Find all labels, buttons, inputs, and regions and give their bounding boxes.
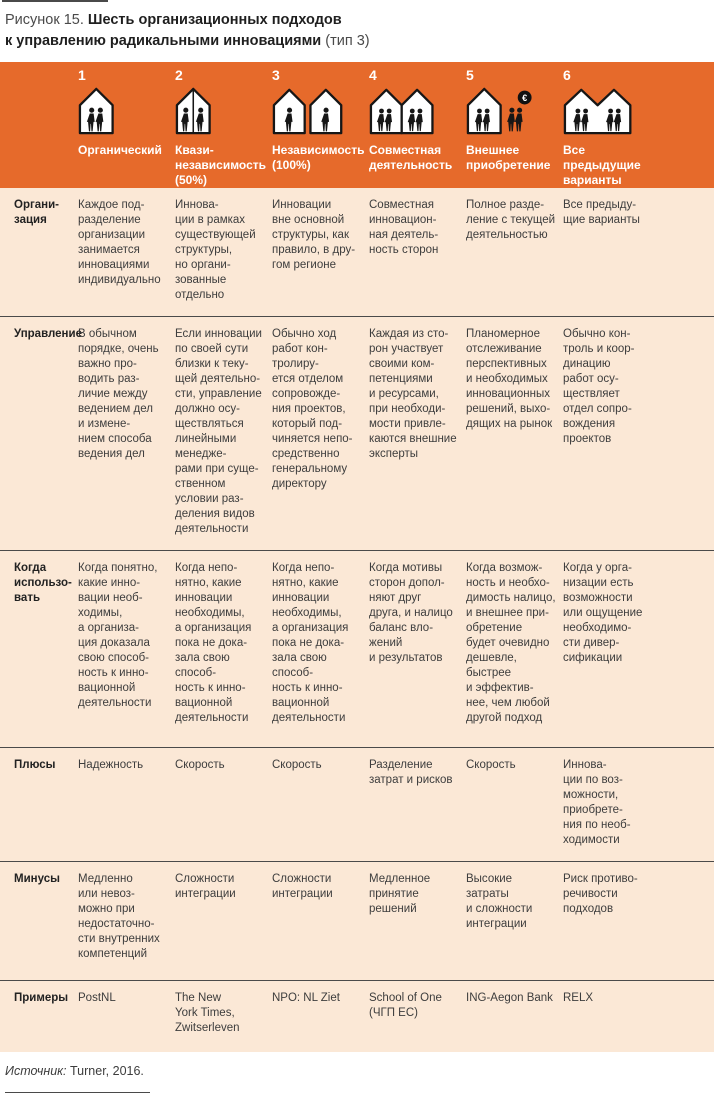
table-cell: Скорость [175,759,225,771]
joined-houses-icon [369,86,458,136]
column-number: 4 [369,67,377,83]
currency-badge [517,90,532,105]
caption-type-note: (тип 3) [321,33,370,49]
table-cell: Когда мотивы сторон допол- няют друг дру… [369,562,453,664]
table-cell: Каждое под- разделение организации заним… [78,199,161,286]
table-cell: School of One (ЧГП ЕС) [369,992,442,1019]
row-label: Управление [14,328,82,340]
table-cell: Когда непо- нятно, какие инновации необх… [175,562,252,724]
column-header-independent: 3 Независимость (100%) [272,67,369,188]
table-cell: Планомерное отслеживание перспективных и… [466,328,553,430]
footnote-rule [5,1092,150,1093]
figure-caption: Рисунок 15. Шесть организационных подход… [5,10,370,52]
table-cell: Медленно или невоз- можно при недостаточ… [78,873,160,960]
column-header-organic: 1 Органический [78,67,175,188]
table-cell: Разделение затрат и рисков [369,759,453,786]
table-row-management: Управление В обычном порядке, очень важн… [0,316,714,550]
column-label: Независимость (100%) [272,143,365,172]
table-cell: ING-Aegon Bank [466,992,553,1004]
table-cell: Иннова- ции в рамках существующей структ… [175,199,256,301]
table-cell: Когда возмож- ность и необхо- димость на… [466,562,556,724]
table-header: 1 Органический 2 [0,62,714,188]
table-cell: Все предыду- щие варианты [563,199,640,226]
table-cell: Когда понятно, какие инно- вации необ- х… [78,562,158,709]
euro-glyph: € [522,93,527,103]
table-row-cons: Минусы Медленно или невоз- можно при нед… [0,861,714,980]
row-label: Примеры [14,992,69,1004]
table-cell: Если инновации по своей сути близки к те… [175,328,262,535]
table-cell: В обычном порядке, очень важно про- води… [78,328,159,460]
table-cell: PostNL [78,992,116,1004]
table-row-pros: Плюсы Надежность Скорость Скорость Разде… [0,747,714,861]
caption-prefix: Рисунок 15. [5,12,88,28]
column-label: Внешнее приобретение [466,143,551,172]
column-number: 1 [78,67,86,83]
column-label: Органический [78,143,162,157]
table-cell: Обычно ход работ кон- тролиру- ется отде… [272,328,353,490]
table-cell: Сложности интеграции [175,873,236,900]
table-row-examples: Примеры PostNL The New York Times, Zwits… [0,980,714,1052]
column-number: 3 [272,67,280,83]
table-cell: The New York Times, Zwitserleven [175,992,240,1034]
table-cell: Совместная инновацион- ная деятель- ност… [369,199,439,256]
divided-house-icon [175,86,264,136]
table-cell: Инновации вне основной структуры, как пр… [272,199,356,271]
header-spacer [14,67,78,188]
column-label: Все предыдущие варианты [563,143,641,187]
house-two-people-icon [78,86,167,136]
table-cell: Каждая из сто- рон участвует своими ком-… [369,328,457,460]
table-cell: Скорость [272,759,322,771]
table-cell: Высокие затраты и сложности интеграции [466,873,533,930]
source-text: Turner, 2016. [66,1064,144,1078]
table-cell: Иннова- ции по воз- можности, приобрете-… [563,759,631,846]
row-label: Плюсы [14,759,56,771]
table-cell: Медленное принятие решений [369,873,431,915]
table-cell: NPO: NL Ziet [272,992,340,1004]
table-row-when-to-use: Когда использо- вать Когда понятно, каки… [0,550,714,747]
table-cell: Сложности интеграции [272,873,333,900]
column-header-quasi: 2 Квази- независимость (50%) [175,67,272,188]
table-cell: Когда непо- нятно, какие инновации необх… [272,562,349,724]
column-header-all-variants: 6 Все предыдущие варианты [563,67,660,188]
table-cell: Риск противо- речивости подходов [563,873,638,915]
house-external-money-icon: € [466,86,555,136]
approaches-table: 1 Органический 2 [0,62,714,1052]
top-rule [2,0,108,2]
column-number: 6 [563,67,571,83]
source-note: Источник: Turner, 2016. [5,1064,144,1078]
table-cell: Когда у орга- низации есть возможности и… [563,562,643,664]
table-cell: Скорость [466,759,516,771]
column-header-joint: 4 Совместная деятельность [369,67,466,188]
row-label: Минусы [14,873,60,885]
table-cell: RELX [563,992,594,1004]
row-label: Органи- зация [14,199,60,226]
source-label: Источник: [5,1064,67,1078]
column-label: Совместная деятельность [369,143,453,172]
double-roof-house-icon [563,86,652,136]
caption-title: Шесть организационных подходов к управле… [5,12,342,49]
row-label: Когда использо- вать [14,562,72,604]
table-cell: Полное разде- ление с текущей деятельнос… [466,199,556,241]
column-number: 2 [175,67,183,83]
column-number: 5 [466,67,474,83]
table-cell: Надежность [78,759,144,771]
table-cell: Обычно кон- троль и коор- динацию работ … [563,328,635,445]
column-header-acquisition: 5 € Внешнее приобретение [466,67,563,188]
table-row-organization: Органи- зация Каждое под- разделение орг… [0,188,714,316]
two-separate-houses-icon [272,86,361,136]
column-label: Квази- независимость (50%) [175,143,267,187]
